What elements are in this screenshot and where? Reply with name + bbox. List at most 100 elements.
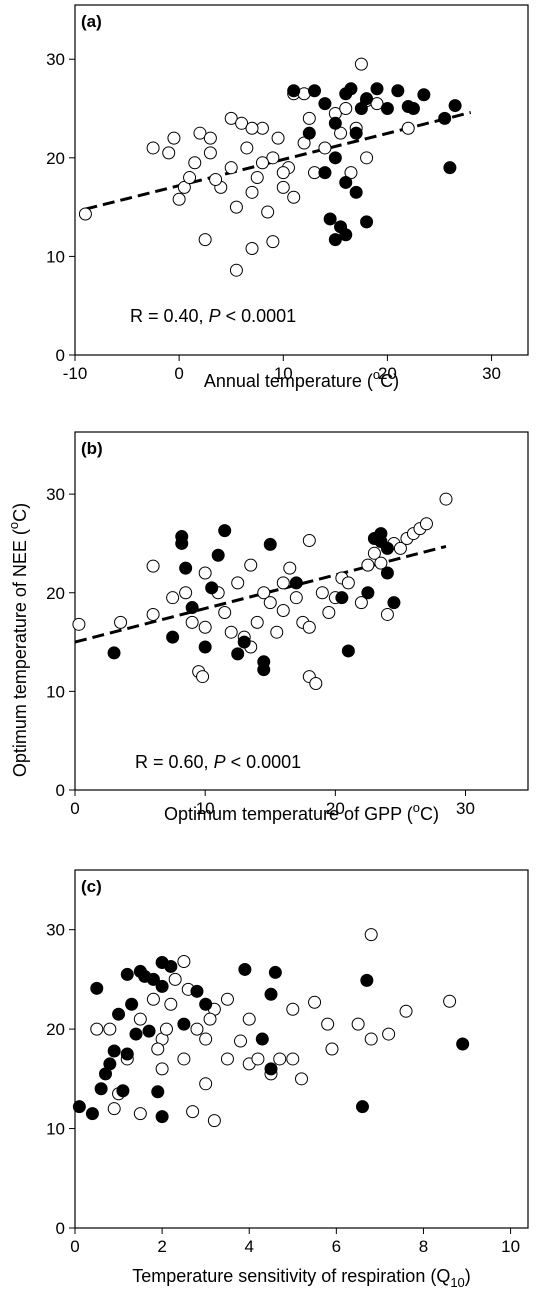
data-point [85, 1107, 99, 1121]
annotation: R = 0.40, P < 0.0001 [130, 306, 296, 326]
data-point [207, 1114, 221, 1128]
data-point [133, 1107, 147, 1121]
data-point [177, 1052, 191, 1066]
data-point [172, 192, 186, 206]
data-point [231, 576, 245, 590]
x-tick-label: 20 [378, 364, 397, 383]
data-point [237, 635, 251, 649]
data-point [276, 166, 290, 180]
data-point [199, 1032, 213, 1046]
x-tick-label: -10 [63, 364, 88, 383]
data-point [186, 1105, 200, 1119]
data-point [120, 967, 134, 981]
data-point [185, 601, 199, 615]
data-point [263, 596, 277, 610]
data-point [286, 1052, 300, 1066]
y-tick-label: 30 [46, 485, 65, 504]
data-point [255, 1032, 269, 1046]
data-point [72, 1100, 86, 1114]
data-point [370, 82, 384, 96]
data-point [318, 97, 332, 111]
x-axis-label: Temperature sensitivity of respiration (… [132, 1266, 471, 1290]
annotation-text: R = 0.40, [130, 306, 209, 326]
data-point [229, 200, 243, 214]
y-tick-label: 20 [46, 584, 65, 603]
data-point [339, 102, 353, 116]
data-point [188, 156, 202, 170]
data-point [382, 1027, 396, 1041]
data-point [179, 586, 193, 600]
data-point [302, 126, 316, 140]
data-point [360, 973, 374, 987]
data-point [367, 546, 381, 560]
data-point [361, 558, 375, 572]
data-point [393, 541, 407, 555]
data-point [355, 1100, 369, 1114]
data-point [155, 1110, 169, 1124]
data-point [203, 146, 217, 160]
data-point [196, 670, 210, 684]
y-tick-label: 20 [46, 149, 65, 168]
annotation: R = 0.60, P < 0.0001 [135, 752, 301, 772]
data-point [308, 995, 322, 1009]
data-point [244, 558, 258, 572]
data-point [328, 151, 342, 165]
x-tick-label: 0 [70, 799, 79, 818]
data-point [264, 1062, 278, 1076]
data-point [325, 1042, 339, 1056]
x-axis-label-sub: 10 [450, 1275, 464, 1290]
data-point [266, 151, 280, 165]
x-tick-label: 10 [274, 364, 293, 383]
x-tick-label: 4 [244, 1237, 253, 1256]
plot-frame [74, 431, 529, 791]
data-point [289, 576, 303, 590]
data-point [268, 965, 282, 979]
x-tick-label: 30 [456, 799, 475, 818]
data-point [103, 1022, 117, 1036]
data-point [229, 263, 243, 277]
data-point [198, 640, 212, 654]
data-point [276, 180, 290, 194]
data-point [264, 987, 278, 1001]
y-tick-label: 30 [46, 50, 65, 69]
data-point [72, 617, 86, 631]
data-point [193, 126, 207, 140]
data-point [90, 981, 104, 995]
y-axis-label-text: Optimum temperature of NEE ( [10, 529, 30, 777]
data-point [257, 586, 271, 600]
data-point [218, 605, 232, 619]
x-tick-label: 10 [196, 799, 215, 818]
data-point [179, 561, 193, 575]
data-point [302, 111, 316, 125]
x-tick-label: 0 [70, 1237, 79, 1256]
data-point [142, 1024, 156, 1038]
data-point [370, 97, 384, 111]
data-point [266, 235, 280, 249]
data-point [399, 1004, 413, 1018]
data-point [250, 171, 264, 185]
data-point [242, 1012, 256, 1026]
data-point [166, 630, 180, 644]
data-point [220, 992, 234, 1006]
data-point [103, 1057, 117, 1071]
data-point [151, 1042, 165, 1056]
data-point [448, 99, 462, 113]
data-point [276, 576, 290, 590]
data-point [209, 173, 223, 187]
annotation-text: R = 0.60, [135, 752, 214, 772]
y-axis-label-tail: C) [10, 503, 30, 522]
y-tick-label: 10 [46, 247, 65, 266]
data-point [112, 1007, 126, 1021]
x-tick-label: 0 [174, 364, 183, 383]
data-point [235, 116, 249, 130]
data-point [177, 954, 191, 968]
data-point [335, 591, 349, 605]
data-point [185, 615, 199, 629]
data-point [146, 141, 160, 155]
data-point [78, 207, 92, 221]
data-point [199, 997, 213, 1011]
data-point [419, 517, 433, 531]
data-point [224, 111, 238, 125]
data-point [443, 994, 457, 1008]
y-tick-label: 30 [46, 921, 65, 940]
